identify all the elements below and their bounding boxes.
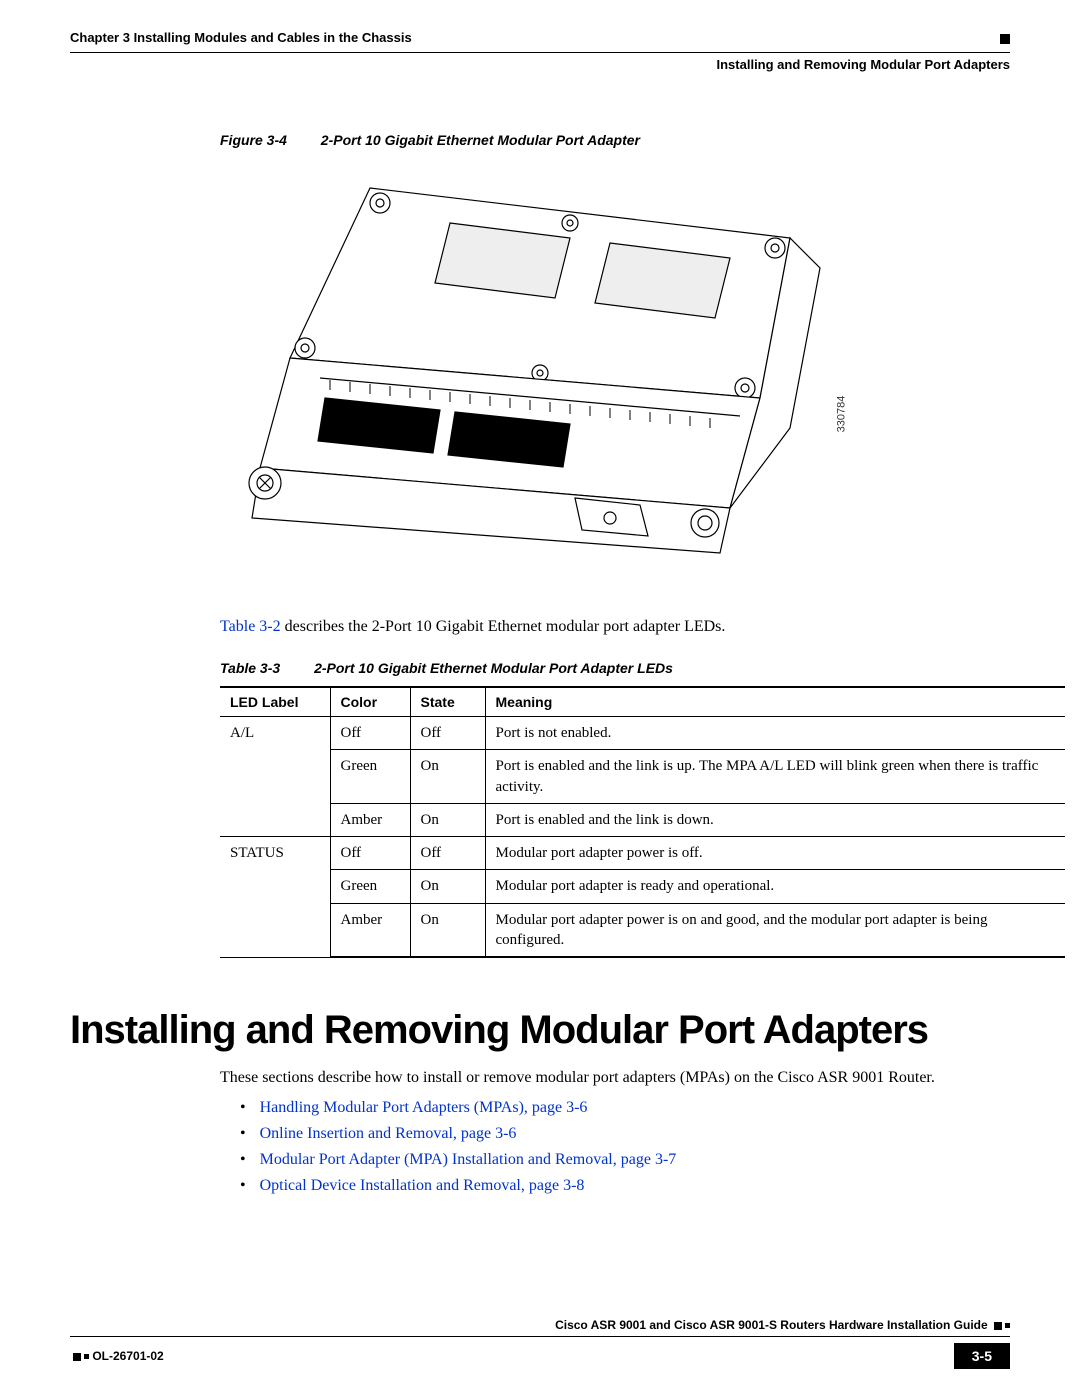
figure-caption: Figure 3-4 2-Port 10 Gigabit Ethernet Mo… [220, 132, 1010, 148]
adapter-diagram [230, 168, 850, 588]
chapter-label: Chapter 3 Installing Modules and Cables … [70, 30, 412, 45]
th-state: State [410, 687, 485, 717]
intro-paragraph: These sections describe how to install o… [220, 1067, 1010, 1089]
figure-illustration: 330784 [230, 168, 850, 588]
cell-state: On [410, 803, 485, 836]
cell-state: Off [410, 837, 485, 870]
link-item[interactable]: Handling Modular Port Adapters (MPAs), p… [240, 1099, 1010, 1117]
table-row: AmberOnModular port adapter power is on … [220, 903, 1065, 957]
section-label: Installing and Removing Modular Port Ada… [717, 57, 1011, 72]
footer-guide-title: Cisco ASR 9001 and Cisco ASR 9001-S Rout… [70, 1318, 1010, 1332]
cell-meaning: Port is not enabled. [485, 717, 1065, 750]
section-heading: Installing and Removing Modular Port Ada… [70, 1008, 1010, 1053]
cell-state: On [410, 870, 485, 903]
link-item[interactable]: Modular Port Adapter (MPA) Installation … [240, 1151, 1010, 1169]
table-row: GreenOnModular port adapter is ready and… [220, 870, 1065, 903]
cell-meaning: Modular port adapter power is off. [485, 837, 1065, 870]
table-row: AmberOnPort is enabled and the link is d… [220, 803, 1065, 836]
table-caption: Table 3-3 2-Port 10 Gigabit Ethernet Mod… [220, 660, 1010, 676]
table-title: 2-Port 10 Gigabit Ethernet Modular Port … [314, 660, 673, 676]
cell-color: Off [330, 837, 410, 870]
table-ref-text: describes the 2-Port 10 Gigabit Ethernet… [281, 618, 726, 635]
cell-color: Amber [330, 903, 410, 957]
cell-led-label: STATUS [220, 837, 330, 958]
th-color: Color [330, 687, 410, 717]
table-number: Table 3-3 [220, 660, 280, 676]
table-reference-line: Table 3-2 describes the 2-Port 10 Gigabi… [220, 618, 1010, 636]
table-row: A/LOffOffPort is not enabled. [220, 717, 1065, 750]
cell-meaning: Modular port adapter power is on and goo… [485, 903, 1065, 957]
cell-meaning: Modular port adapter is ready and operat… [485, 870, 1065, 903]
led-table: LED Label Color State Meaning A/LOffOffP… [220, 686, 1065, 958]
table-header-row: LED Label Color State Meaning [220, 687, 1065, 717]
cell-led-label: A/L [220, 717, 330, 837]
page-header: Chapter 3 Installing Modules and Cables … [70, 30, 1010, 72]
cell-color: Off [330, 717, 410, 750]
header-marker [994, 30, 1010, 48]
table-ref-link[interactable]: Table 3-2 [220, 618, 281, 635]
link-item[interactable]: Optical Device Installation and Removal,… [240, 1177, 1010, 1195]
cell-meaning: Port is enabled and the link is down. [485, 803, 1065, 836]
link-item[interactable]: Online Insertion and Removal, page 3-6 [240, 1125, 1010, 1143]
figure-ref-number: 330784 [836, 396, 848, 433]
th-led-label: LED Label [220, 687, 330, 717]
cell-meaning: Port is enabled and the link is up. The … [485, 750, 1065, 804]
figure-number: Figure 3-4 [220, 132, 287, 148]
page-number: 3-5 [954, 1343, 1010, 1369]
cell-color: Amber [330, 803, 410, 836]
footer-doc-number: OL-26701-02 [70, 1349, 164, 1363]
cell-state: Off [410, 717, 485, 750]
link-list: Handling Modular Port Adapters (MPAs), p… [240, 1099, 1010, 1195]
figure-title: 2-Port 10 Gigabit Ethernet Modular Port … [321, 132, 640, 148]
cell-color: Green [330, 870, 410, 903]
page-footer: Cisco ASR 9001 and Cisco ASR 9001-S Rout… [70, 1318, 1010, 1369]
cell-state: On [410, 750, 485, 804]
table-row: STATUSOffOffModular port adapter power i… [220, 837, 1065, 870]
table-row: GreenOnPort is enabled and the link is u… [220, 750, 1065, 804]
cell-state: On [410, 903, 485, 957]
th-meaning: Meaning [485, 687, 1065, 717]
cell-color: Green [330, 750, 410, 804]
